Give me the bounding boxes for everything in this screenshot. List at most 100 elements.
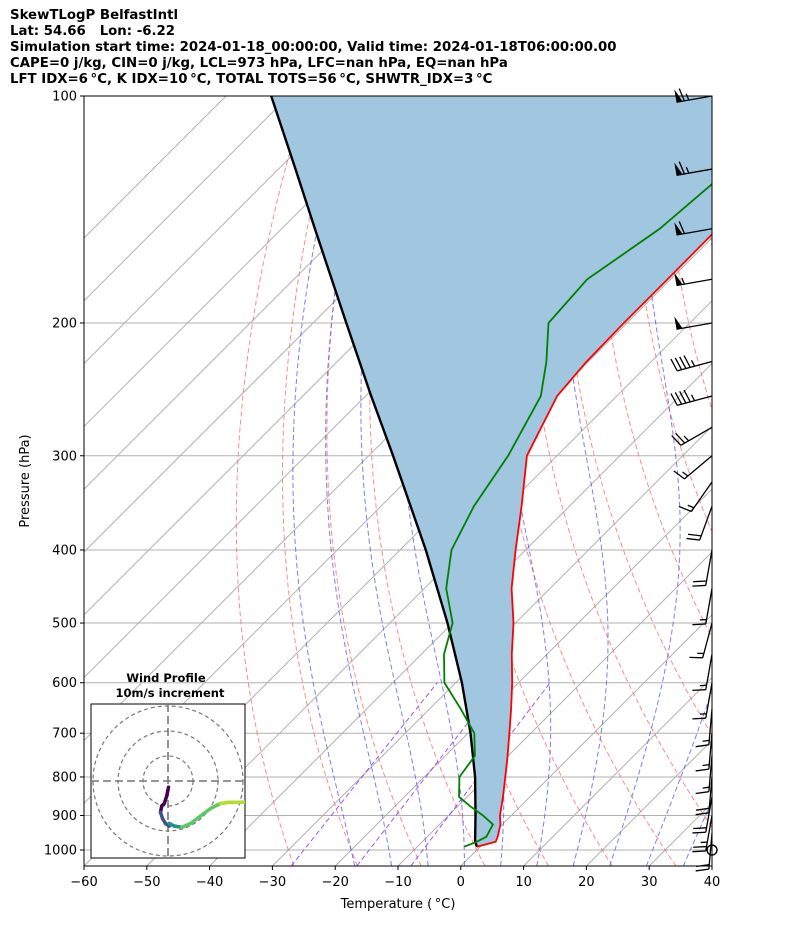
hodograph-trace-segment — [198, 806, 213, 818]
y-tick-label: 200 — [52, 316, 77, 331]
barb-full — [674, 357, 683, 371]
x-tick-label: 40 — [704, 875, 721, 890]
x-axis-label: Temperature ( °C) — [340, 897, 456, 912]
hodograph-title: Wind Profile — [126, 671, 206, 685]
wind-barb — [674, 316, 713, 330]
barb-staff — [699, 506, 713, 541]
y-tick-label: 900 — [52, 809, 77, 824]
hodograph: Wind Profile 10m/s increment — [90, 671, 246, 859]
moist-adiabat — [325, 96, 393, 866]
isotherm-line — [84, 96, 290, 302]
barb-full — [687, 533, 702, 537]
barb-full — [683, 355, 691, 368]
barb-staff — [690, 481, 713, 512]
x-tick-label: 30 — [641, 875, 658, 890]
barb-full — [670, 393, 678, 406]
x-tick-label: 10 — [515, 875, 532, 890]
x-tick-label: −10 — [384, 875, 411, 890]
barb-staff — [705, 815, 713, 852]
barb-staff — [684, 455, 713, 480]
barb-pennant — [674, 272, 683, 286]
barb-full — [695, 868, 709, 872]
wind-barb — [692, 815, 713, 853]
mixing-ratio-line — [356, 682, 500, 866]
hodograph-trace-segment — [188, 814, 203, 826]
isotherm-line — [397, 551, 712, 866]
hodograph-subtitle: 10m/s increment — [116, 686, 225, 700]
cape-line: CAPE=0 j/kg, CIN=0 j/kg, LCL=973 hPa, LF… — [10, 56, 508, 71]
x-tick-label: 20 — [578, 875, 595, 890]
x-tick-label: 0 — [457, 875, 465, 890]
x-tick-label: −30 — [259, 875, 286, 890]
indices-line: LFT IDX=6 °C, K IDX=10 °C, TOTAL TOTS=56… — [10, 72, 493, 87]
x-tick-label: −40 — [196, 875, 223, 890]
dry-adiabat — [281, 96, 358, 866]
barb-full — [678, 221, 686, 234]
barb-full — [692, 623, 706, 626]
barb-full — [692, 717, 706, 720]
x-tick-label: −20 — [321, 875, 348, 890]
barb-half — [690, 394, 696, 402]
y-axis-label: Pressure (hPa) — [18, 434, 33, 527]
barb-full — [692, 850, 706, 853]
barb-staff — [705, 588, 713, 625]
barb-full — [671, 435, 682, 446]
x-tick-label: −60 — [70, 875, 97, 890]
barb-full — [678, 505, 692, 513]
wind-barb — [686, 506, 713, 541]
barb-full — [683, 389, 691, 403]
x-tick-label: −50 — [133, 875, 160, 890]
dry-adiabat — [596, 96, 712, 639]
barb-staff — [677, 395, 713, 407]
chart-title: SkewTLogP BelfastIntl — [10, 8, 179, 23]
barb-staff — [702, 622, 713, 658]
isotherm-line — [523, 676, 712, 866]
isotherm-line — [209, 362, 712, 866]
barb-full — [678, 88, 686, 102]
wind-barb — [695, 833, 713, 872]
barb-staff — [705, 796, 713, 833]
barb-half — [702, 739, 710, 742]
wind-barb — [695, 755, 713, 795]
barb-staff — [680, 426, 713, 446]
wind-barb — [671, 426, 713, 446]
cape-area — [271, 96, 712, 847]
barb-staff — [676, 95, 713, 103]
dry-adiabat — [235, 96, 307, 866]
wind-barb — [674, 272, 713, 287]
y-tick-label: 100 — [52, 90, 77, 105]
barb-full — [693, 827, 707, 830]
barb-full — [692, 584, 706, 587]
barb-full — [695, 744, 709, 748]
wind-barb — [678, 481, 713, 513]
isotherm-line — [84, 96, 415, 428]
barb-full — [692, 831, 706, 834]
wind-barb — [695, 776, 713, 816]
wind-barb — [670, 355, 713, 372]
wind-barb — [692, 549, 713, 587]
y-tick-label: 500 — [52, 617, 77, 632]
dry-adiabat — [369, 96, 486, 866]
barb-pennant — [674, 222, 683, 235]
wind-barb — [689, 622, 713, 659]
isotherm-line — [711, 865, 712, 866]
barb-staff — [705, 654, 713, 690]
y-tick-label: 1000 — [44, 844, 77, 859]
isotherm-line — [272, 425, 712, 866]
isotherm-line — [146, 300, 712, 866]
barb-staff — [705, 682, 713, 719]
barb-staff — [708, 833, 713, 870]
moist-adiabat — [560, 96, 609, 866]
axes — [80, 95, 713, 870]
barb-full — [693, 580, 707, 583]
isotherm-line — [460, 614, 712, 866]
dry-adiabat — [561, 96, 712, 737]
barb-half — [690, 360, 696, 367]
mixing-ratio-line — [290, 682, 438, 866]
y-tick-label: 700 — [52, 727, 77, 742]
location-line: Lat: 54.66 Lon: -6.22 — [10, 24, 176, 39]
y-tick-label: 300 — [52, 449, 77, 464]
barb-half — [685, 93, 690, 101]
dry-adiabat — [663, 96, 712, 412]
